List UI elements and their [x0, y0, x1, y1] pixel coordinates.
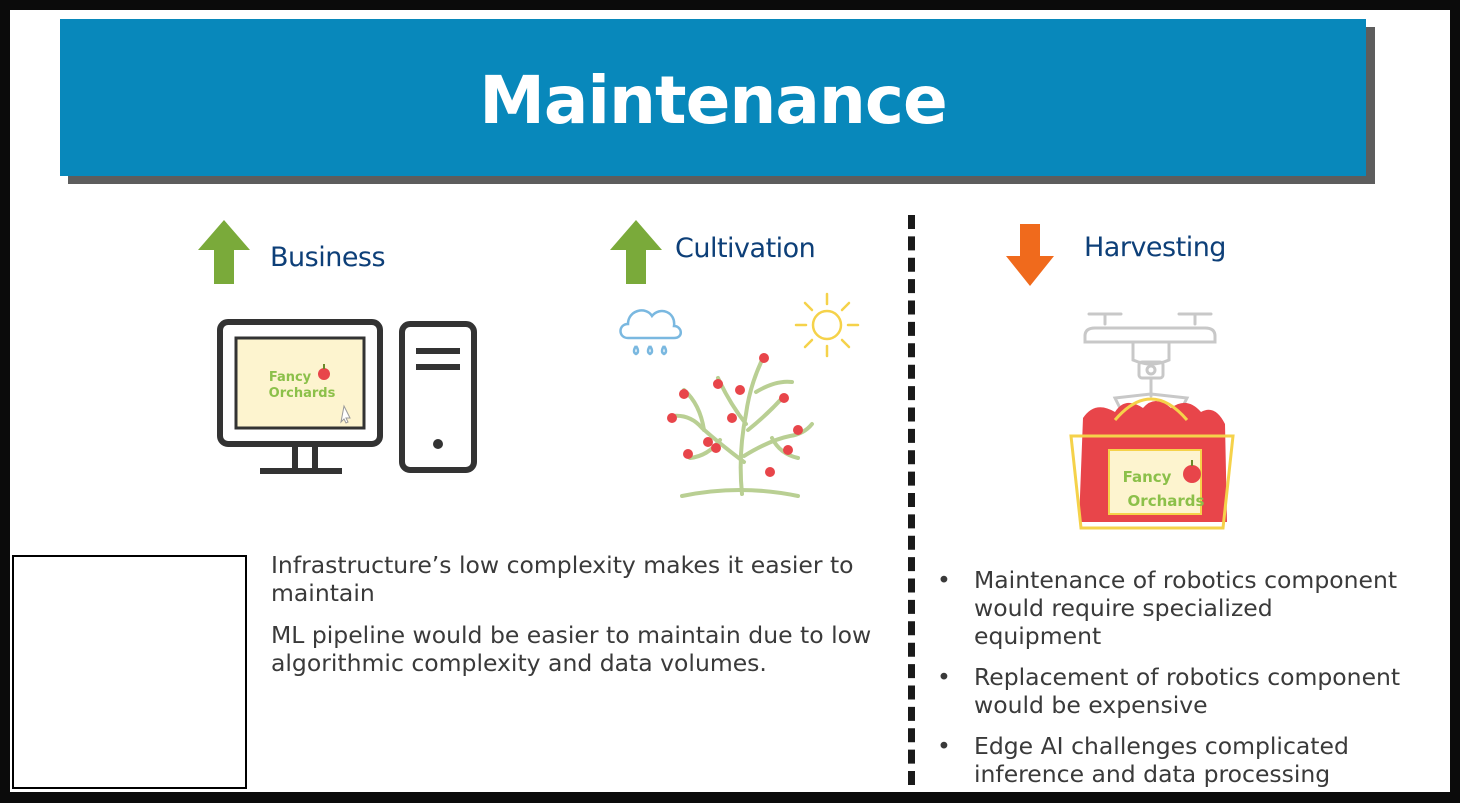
column-divider	[908, 215, 915, 785]
arrow-down-icon	[1006, 224, 1054, 286]
title-banner: Maintenance	[60, 19, 1366, 176]
sun-icon	[794, 292, 860, 358]
arrow-up-icon	[610, 220, 662, 284]
business-sign-line2: Orchards	[269, 386, 336, 401]
cultivation-title: Cultivation	[675, 233, 816, 264]
video-overlay-panel	[12, 555, 247, 789]
bullet-dot: •	[937, 732, 951, 760]
apple-icon	[318, 368, 330, 380]
drone-basket-icon: Fancy Orchards	[1069, 312, 1235, 530]
apple-tree-icon	[667, 353, 814, 498]
bullet-text: Maintenance of robotics component would …	[974, 566, 1398, 650]
bullet-item: • Edge AI challenges complicated inferenc…	[935, 732, 1405, 788]
bullet-text: Replacement of robotics component would …	[974, 663, 1401, 719]
desktop-computer-icon: Fancy Orchards	[217, 319, 477, 474]
bullet-item: • Maintenance of robotics component would…	[935, 566, 1405, 650]
harvest-sign-line2: Orchards	[1128, 492, 1205, 510]
apple-icon	[1183, 465, 1201, 483]
arrow-up-icon	[198, 220, 250, 284]
left-text-block: Infrastructure’s low complexity makes it…	[271, 551, 911, 691]
bullet-dot: •	[937, 663, 951, 691]
bullet-text: Edge AI challenges complicated inference…	[974, 732, 1349, 788]
business-sign-line1: Fancy	[269, 370, 312, 385]
harvesting-bullet-list: • Maintenance of robotics component would…	[935, 566, 1405, 792]
rain-cloud-icon	[619, 309, 682, 356]
harvest-sign-line1: Fancy	[1123, 468, 1172, 486]
business-title: Business	[270, 242, 386, 273]
bullet-item: • Replacement of robotics component would…	[935, 663, 1405, 719]
harvesting-title: Harvesting	[1084, 232, 1226, 263]
left-text-1: Infrastructure’s low complexity makes it…	[271, 551, 854, 607]
cursor-icon	[340, 404, 351, 424]
bullet-dot: •	[937, 566, 951, 594]
slide-title: Maintenance	[479, 62, 948, 139]
slide: Maintenance Business Fancy Orchards Cult…	[10, 10, 1450, 792]
left-text-2: ML pipeline would be easier to maintain …	[271, 621, 872, 677]
